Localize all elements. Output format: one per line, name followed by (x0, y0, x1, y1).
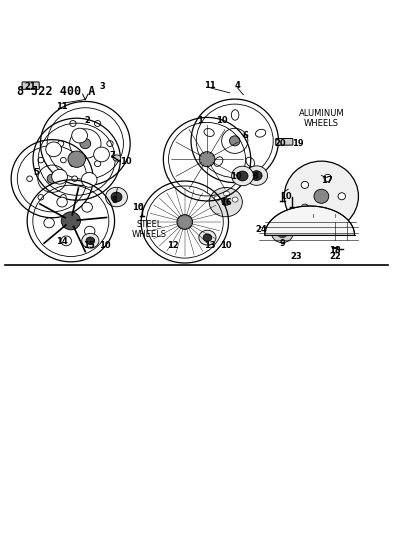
Text: 7: 7 (110, 151, 116, 160)
Ellipse shape (301, 204, 309, 211)
Ellipse shape (81, 173, 97, 187)
Ellipse shape (199, 152, 215, 167)
Ellipse shape (38, 195, 44, 200)
Ellipse shape (61, 236, 72, 246)
Ellipse shape (94, 120, 101, 126)
Ellipse shape (204, 128, 214, 136)
Ellipse shape (86, 237, 95, 245)
Text: I: I (334, 214, 336, 219)
Ellipse shape (61, 157, 66, 163)
Ellipse shape (84, 226, 95, 236)
Ellipse shape (57, 197, 67, 207)
Ellipse shape (246, 166, 268, 185)
Ellipse shape (107, 141, 113, 147)
Text: 18: 18 (329, 246, 341, 255)
Ellipse shape (177, 215, 193, 229)
Ellipse shape (324, 174, 331, 181)
Text: 10: 10 (216, 116, 228, 125)
Ellipse shape (232, 197, 238, 202)
Text: 10: 10 (220, 240, 231, 249)
Ellipse shape (82, 233, 99, 248)
Text: 13: 13 (204, 240, 216, 249)
Text: 11: 11 (204, 80, 216, 90)
Ellipse shape (113, 155, 121, 161)
Ellipse shape (27, 176, 33, 181)
Text: 10: 10 (230, 172, 241, 181)
Ellipse shape (222, 199, 230, 206)
Text: 2: 2 (84, 116, 90, 125)
Text: 8 J22 400 A: 8 J22 400 A (17, 85, 95, 98)
Ellipse shape (46, 142, 62, 157)
Ellipse shape (272, 224, 293, 243)
Ellipse shape (230, 136, 240, 146)
Ellipse shape (80, 139, 91, 149)
Ellipse shape (251, 171, 262, 181)
Ellipse shape (61, 212, 81, 230)
FancyBboxPatch shape (276, 139, 293, 145)
Text: STEEL
WHEELS: STEEL WHEELS (132, 220, 167, 239)
Text: 4: 4 (235, 80, 241, 90)
Ellipse shape (237, 171, 248, 181)
Ellipse shape (324, 211, 331, 218)
Polygon shape (265, 206, 354, 235)
Text: 6: 6 (242, 131, 248, 140)
Text: 19: 19 (292, 139, 304, 148)
Ellipse shape (214, 196, 220, 201)
Text: 20: 20 (275, 139, 286, 148)
Ellipse shape (61, 195, 66, 200)
Text: 15: 15 (83, 240, 95, 249)
Ellipse shape (82, 203, 92, 212)
Text: 17: 17 (321, 176, 333, 185)
Text: 21: 21 (25, 83, 37, 92)
Ellipse shape (301, 181, 309, 189)
Ellipse shape (94, 161, 101, 167)
Ellipse shape (47, 174, 57, 183)
Ellipse shape (231, 110, 239, 120)
Text: 12: 12 (167, 240, 179, 249)
Ellipse shape (38, 157, 44, 163)
Text: 14: 14 (56, 237, 68, 246)
Ellipse shape (72, 128, 88, 143)
Text: 10: 10 (281, 192, 292, 201)
Ellipse shape (255, 130, 266, 137)
FancyBboxPatch shape (22, 82, 39, 90)
Ellipse shape (284, 161, 358, 231)
Text: 10: 10 (120, 157, 132, 166)
Text: 23: 23 (290, 252, 302, 261)
Ellipse shape (314, 189, 329, 203)
Ellipse shape (94, 147, 109, 162)
Text: 1: 1 (197, 116, 203, 125)
Text: 11: 11 (56, 102, 68, 111)
Text: 10: 10 (99, 240, 110, 249)
Ellipse shape (52, 169, 68, 184)
Ellipse shape (111, 192, 122, 202)
Ellipse shape (338, 193, 345, 200)
Ellipse shape (224, 191, 230, 196)
Ellipse shape (68, 151, 85, 167)
Text: 3: 3 (100, 83, 106, 92)
Ellipse shape (199, 230, 216, 245)
Ellipse shape (72, 176, 77, 181)
Text: 10: 10 (132, 204, 144, 213)
Ellipse shape (209, 188, 242, 217)
Ellipse shape (231, 166, 253, 185)
Ellipse shape (44, 218, 54, 228)
Ellipse shape (214, 157, 223, 166)
Text: 8: 8 (252, 172, 258, 181)
Ellipse shape (277, 229, 287, 238)
Text: 22: 22 (329, 252, 341, 261)
Ellipse shape (203, 234, 212, 241)
Ellipse shape (106, 187, 127, 207)
Text: I: I (313, 214, 314, 219)
Text: 9: 9 (279, 239, 285, 248)
Text: 8: 8 (112, 196, 118, 205)
Ellipse shape (70, 161, 76, 167)
Ellipse shape (70, 120, 76, 126)
Ellipse shape (57, 141, 64, 147)
Text: 16: 16 (220, 198, 231, 207)
Ellipse shape (246, 157, 255, 167)
Text: 24: 24 (255, 225, 267, 234)
Text: ALUMINUM
WHEELS: ALUMINUM WHEELS (299, 109, 344, 128)
Text: 5: 5 (33, 168, 39, 177)
